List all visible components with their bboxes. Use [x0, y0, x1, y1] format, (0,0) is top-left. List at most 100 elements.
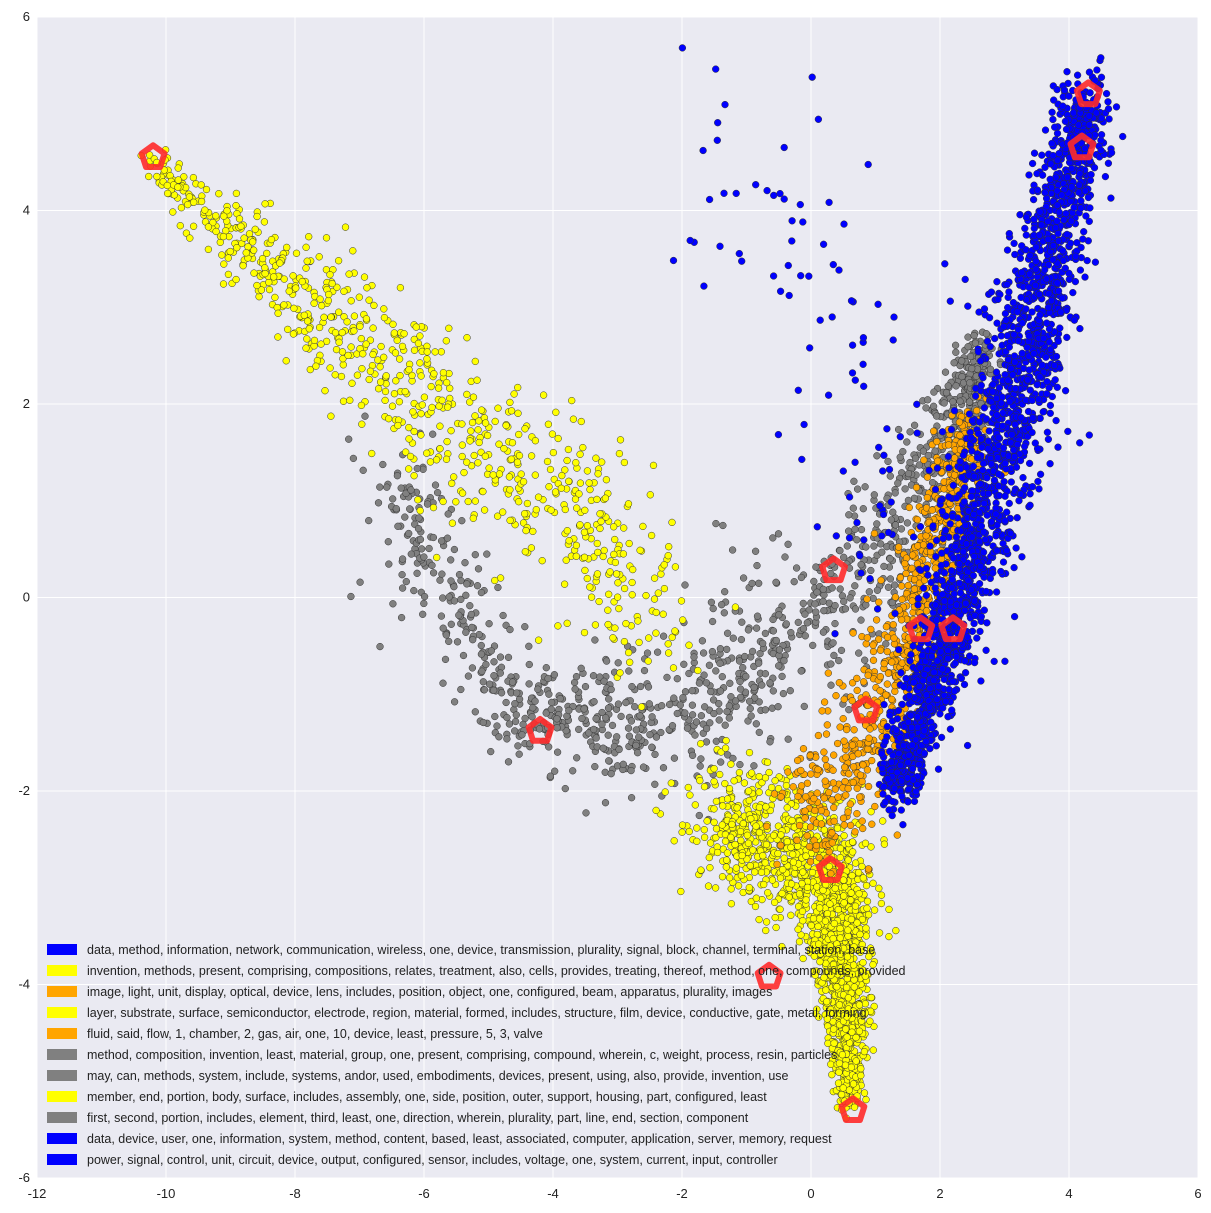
- data-point: [753, 612, 762, 620]
- data-point: [950, 359, 958, 367]
- data-point: [755, 788, 763, 796]
- data-point: [657, 728, 665, 737]
- data-point: [823, 998, 831, 1006]
- data-point: [862, 932, 870, 940]
- data-point: [864, 782, 873, 791]
- data-point: [572, 552, 580, 560]
- data-point: [258, 254, 267, 263]
- data-point: [640, 666, 649, 675]
- data-point: [546, 772, 555, 780]
- data-point: [919, 447, 928, 455]
- data-point: [153, 172, 161, 181]
- data-point: [545, 483, 553, 491]
- data-point: [910, 421, 919, 429]
- data-point: [819, 585, 827, 593]
- data-point: [335, 338, 343, 346]
- data-point: [896, 573, 905, 582]
- data-point: [802, 852, 810, 860]
- data-point: [525, 660, 533, 669]
- data-point: [830, 651, 838, 660]
- data-point: [609, 634, 617, 642]
- data-point: [417, 431, 425, 439]
- data-point: [739, 663, 747, 672]
- data-point: [831, 785, 839, 793]
- data-point: [326, 364, 334, 372]
- data-point: [271, 293, 279, 302]
- data-point: [467, 377, 475, 386]
- data-point: [861, 483, 869, 491]
- data-point: [232, 275, 240, 284]
- data-point: [834, 1079, 843, 1087]
- data-point: [458, 420, 466, 428]
- data-point: [439, 624, 447, 632]
- data-point: [583, 522, 592, 530]
- data-point: [737, 635, 746, 644]
- data-point: [445, 637, 453, 646]
- data-point: [470, 451, 478, 460]
- data-point: [495, 470, 504, 478]
- data-point: [479, 718, 487, 727]
- data-point: [673, 709, 681, 718]
- data-point: [280, 275, 288, 283]
- data-point: [828, 1071, 836, 1079]
- data-point: [929, 427, 938, 435]
- data-point: [902, 569, 910, 578]
- data-point: [814, 765, 822, 774]
- data-point: [612, 570, 621, 578]
- data-point: [616, 669, 624, 677]
- data-point: [606, 568, 614, 576]
- data-point: [836, 853, 844, 862]
- data-point: [413, 464, 421, 473]
- data-point: [690, 653, 698, 661]
- data-point: [861, 839, 870, 847]
- data-point: [604, 731, 612, 739]
- data-point: [345, 270, 353, 278]
- data-point: [463, 334, 471, 342]
- data-point: [632, 726, 640, 734]
- data-point: [407, 550, 415, 558]
- data-point: [883, 633, 892, 642]
- data-point: [670, 837, 678, 845]
- data-point: [811, 806, 819, 815]
- data-point: [327, 412, 335, 420]
- data-point: [710, 818, 718, 826]
- data-point: [822, 762, 831, 770]
- data-point: [292, 249, 301, 257]
- data-point: [955, 418, 964, 426]
- data-point: [772, 636, 780, 645]
- data-point: [398, 571, 406, 579]
- data-point: [841, 763, 849, 771]
- data-point: [784, 768, 792, 776]
- data-point: [544, 420, 553, 428]
- data-point: [846, 594, 854, 602]
- data-point: [429, 569, 438, 577]
- data-point: [862, 881, 871, 890]
- data-point: [347, 592, 355, 601]
- data-point: [709, 696, 718, 704]
- data-point: [652, 608, 660, 617]
- data-point: [683, 724, 692, 732]
- data-point: [886, 575, 895, 583]
- data-point: [392, 505, 400, 513]
- data-point: [659, 632, 668, 640]
- data-point: [219, 232, 228, 241]
- data-point: [841, 605, 850, 613]
- data-point: [889, 621, 897, 629]
- data-point: [614, 659, 622, 667]
- data-point: [356, 578, 364, 586]
- data-point: [869, 879, 877, 887]
- data-point: [670, 754, 679, 762]
- data-point: [890, 634, 898, 642]
- data-point: [851, 525, 859, 533]
- data-point: [659, 610, 667, 618]
- data-point: [543, 457, 552, 466]
- data-point: [738, 851, 746, 860]
- data-point: [854, 750, 862, 758]
- data-point: [218, 251, 226, 259]
- data-point: [725, 784, 734, 793]
- data-point: [692, 718, 701, 726]
- data-point: [727, 693, 735, 701]
- data-point: [724, 751, 732, 759]
- data-point: [827, 870, 835, 878]
- data-point: [832, 692, 840, 700]
